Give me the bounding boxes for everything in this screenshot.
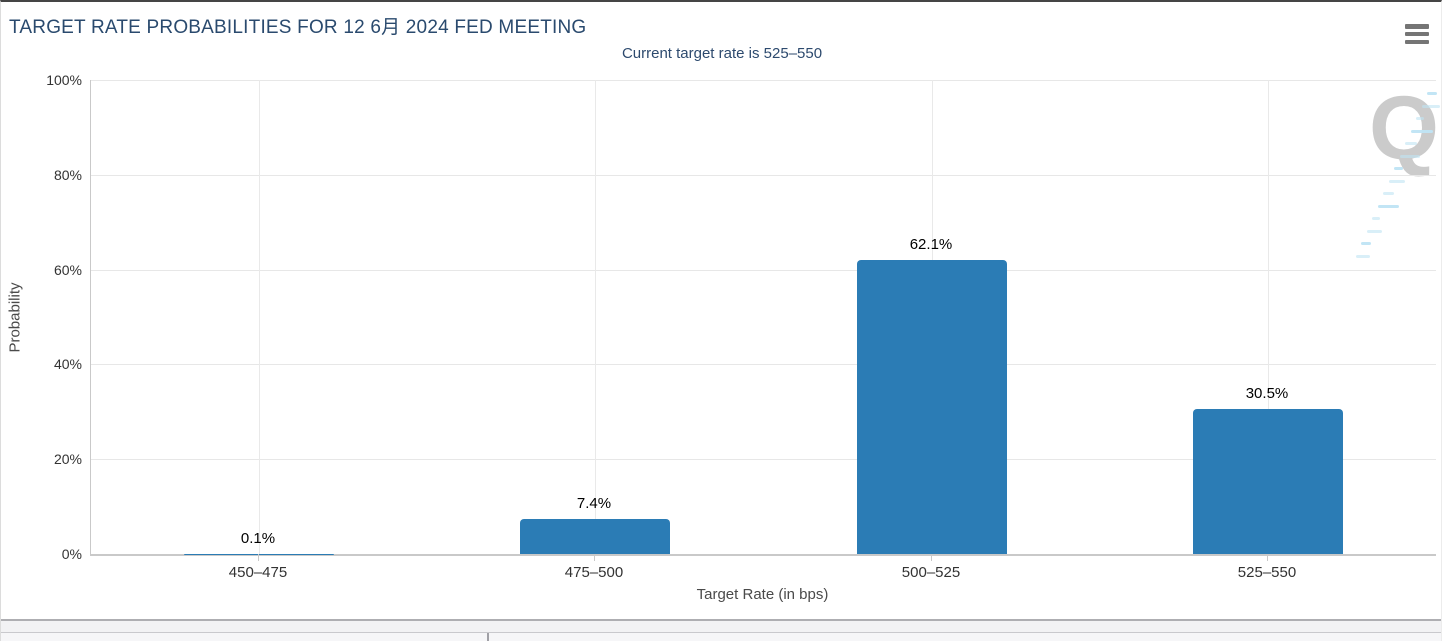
x-tick (258, 554, 259, 561)
x-tick (594, 554, 595, 561)
y-tick-label: 80% (53, 166, 82, 183)
x-gridline (259, 80, 260, 554)
bar-475–500[interactable] (520, 518, 670, 554)
x-tick (931, 554, 932, 561)
x-category-label: 500–525 (901, 564, 961, 581)
y-gridline (91, 459, 1436, 461)
chart-title: TARGET RATE PROBABILITIES FOR 12 6月 2024… (9, 17, 587, 38)
y-tick-label: 40% (53, 356, 82, 373)
y-tick-label: 0% (61, 546, 82, 562)
chart-subtitle: Current target rate is 525–550 (621, 45, 823, 62)
bar-500–525[interactable] (857, 259, 1007, 554)
y-tick-label: 60% (53, 261, 82, 278)
plot-area (90, 80, 1436, 556)
x-axis-title: Target Rate (in bps) (696, 586, 829, 603)
x-category-label: 525–550 (1237, 564, 1297, 581)
bottom-strip-lower (1, 632, 1441, 641)
y-gridline (91, 364, 1436, 366)
bottom-panel-strip (1, 619, 1441, 641)
y-tick-label: 20% (53, 451, 82, 468)
bar-data-label: 30.5% (1245, 385, 1289, 402)
chart-context-menu-button[interactable] (1405, 24, 1429, 44)
bar-data-label: 62.1% (909, 236, 953, 253)
bottom-strip-upper (1, 619, 1441, 632)
bar-data-label: 7.4% (576, 495, 612, 512)
y-axis-title: Probability (6, 282, 24, 353)
x-tick (1267, 554, 1268, 561)
x-gridline (1268, 80, 1269, 554)
bar-525–550[interactable] (1193, 409, 1343, 554)
y-gridline (91, 80, 1436, 81)
y-gridline (91, 269, 1436, 271)
hamburger-icon (1405, 24, 1429, 29)
bar-data-label: 0.1% (240, 530, 276, 547)
x-category-label: 450–475 (228, 564, 288, 581)
panel-divider (487, 633, 489, 641)
y-gridline (91, 174, 1436, 176)
x-gridline (595, 80, 596, 554)
x-category-label: 475–500 (564, 564, 624, 581)
y-tick-label: 100% (46, 72, 82, 88)
